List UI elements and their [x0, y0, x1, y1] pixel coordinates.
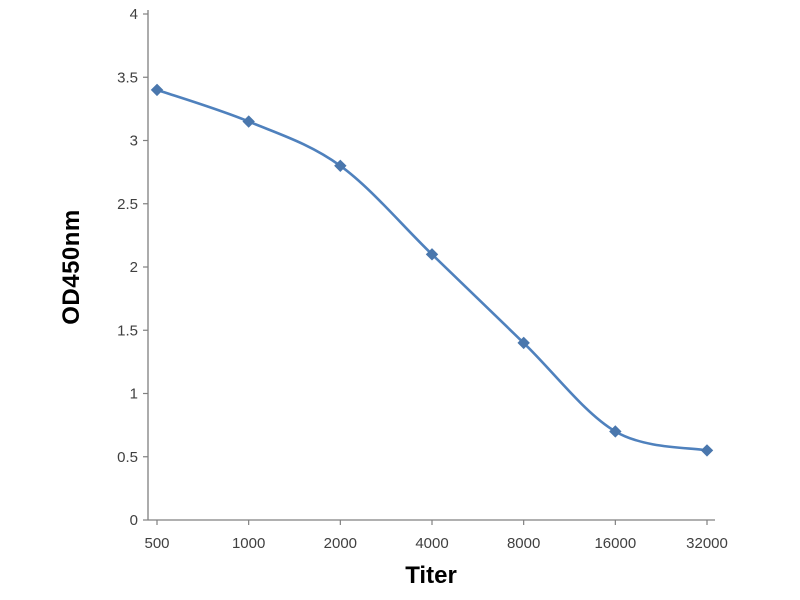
- data-point-marker: [150, 83, 164, 97]
- y-tick-label: 2.5: [117, 196, 138, 213]
- data-point-marker: [242, 115, 255, 128]
- data-point-marker: [517, 336, 530, 350]
- y-tick-label: 4: [130, 6, 138, 23]
- data-point-marker: [700, 444, 714, 457]
- y-tick-label: 3.5: [117, 69, 138, 86]
- x-tick-label: 1000: [232, 535, 265, 552]
- y-tick-label: 1.5: [117, 322, 138, 339]
- x-tick-label: 32000: [686, 535, 728, 552]
- x-tick-label: 500: [144, 535, 169, 552]
- y-tick-label: 2: [130, 259, 138, 276]
- y-tick-label: 3: [130, 133, 138, 150]
- x-tick-label: 2000: [324, 535, 357, 552]
- x-tick-label: 4000: [415, 535, 448, 552]
- y-tick-label: 0.5: [117, 449, 138, 466]
- data-point-marker: [609, 425, 622, 438]
- x-axis-title: Titer: [405, 562, 457, 589]
- x-tick-label: 16000: [594, 535, 636, 552]
- y-tick-label: 1: [130, 386, 138, 403]
- x-tick-label: 8000: [507, 535, 540, 552]
- data-point-marker: [425, 248, 439, 261]
- data-line: [155, 88, 709, 452]
- y-axis-title: OD450nm: [58, 209, 85, 325]
- data-point-marker: [334, 159, 347, 173]
- y-tick-label: 0: [130, 512, 138, 529]
